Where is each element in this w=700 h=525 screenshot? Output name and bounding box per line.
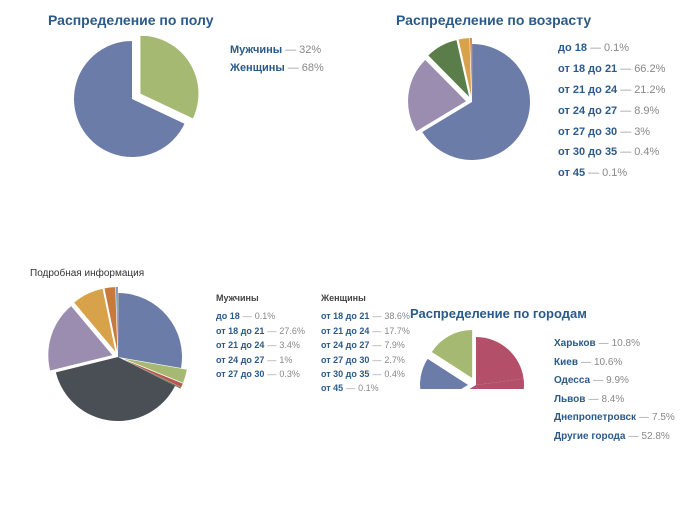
pie-gender (48, 36, 224, 176)
legend-item: от 24 до 27—8.9% (558, 101, 665, 122)
legend-item: Харьков—10.8% (554, 335, 675, 354)
legend-item: от 30 до 35—0.4% (321, 367, 410, 381)
city-chart: Распределение по городам Харьков—10.8%Ки… (410, 306, 700, 453)
legend-item: Львов—8.4% (554, 391, 675, 410)
legend-item: от 18 до 21—38.6% (321, 309, 410, 323)
legend-column: Женщины от 18 до 21—38.6%от 21 до 24—17.7… (321, 291, 410, 396)
legend-item: до 18—0.1% (216, 309, 305, 323)
legend-gender: Мужчины—32%Женщины—68% (230, 42, 324, 77)
pie-slice (476, 337, 524, 385)
legend-item: от 21 до 24—21.2% (558, 80, 665, 101)
legend-item: от 18 до 21—66.2% (558, 59, 665, 80)
pie-slice (140, 36, 198, 118)
legend-item: от 27 до 30—0.3% (216, 367, 305, 381)
gender-chart: Распределение по полу Мужчины—32%Женщины… (48, 12, 368, 176)
legend-item: Мужчины—32% (230, 42, 324, 60)
legend-item: от 45—0.1% (321, 381, 410, 395)
legend-item: Женщины—68% (230, 60, 324, 78)
legend-detail: Мужчиныдо 18—0.1%от 18 до 21—27.6%от 21 … (216, 291, 410, 396)
legend-item: Днепропетровск—7.5% (554, 409, 675, 428)
legend-item: от 30 до 35—0.4% (558, 142, 665, 163)
chart-title: Подробная информация (30, 268, 410, 279)
chart-title: Распределение по городам (410, 306, 700, 321)
age-chart: Распределение по возрасту до 18—0.1%от 1… (396, 12, 696, 184)
pie-detail (30, 285, 214, 443)
legend-item: от 18 до 21—27.6% (216, 324, 305, 338)
legend-age: до 18—0.1%от 18 до 21—66.2%от 21 до 24—2… (558, 38, 665, 184)
detail-chart: Подробная информация Мужчиныдо 18—0.1%от… (30, 268, 410, 443)
legend-item: от 45—0.1% (558, 163, 665, 184)
legend-item: от 21 до 24—3.4% (216, 338, 305, 352)
legend-item: от 21 до 24—17.7% (321, 324, 410, 338)
legend-column-title: Мужчины (216, 291, 305, 305)
legend-item: от 24 до 27—1% (216, 353, 305, 367)
legend-item: до 18—0.1% (558, 38, 665, 59)
legend-item: от 27 до 30—2.7% (321, 353, 410, 367)
legend-city: Харьков—10.8%Киев—10.6%Одесса—9.9%Львов—… (554, 335, 675, 446)
pie-slice (118, 293, 182, 368)
chart-title: Распределение по полу (48, 12, 368, 28)
legend-item: от 24 до 27—7.9% (321, 338, 410, 352)
legend-item: Киев—10.6% (554, 354, 675, 373)
legend-column-title: Женщины (321, 291, 410, 305)
legend-item: Другие города—52.8% (554, 428, 675, 447)
legend-column: Мужчины до 18—0.1%от 18 до 21—27.6%от 21 … (216, 291, 305, 396)
legend-item: Одесса—9.9% (554, 372, 675, 391)
legend-item: от 27 до 30—3% (558, 122, 665, 143)
chart-title: Распределение по возрасту (396, 12, 696, 28)
pie-age (396, 36, 554, 184)
pie-city (410, 329, 548, 453)
